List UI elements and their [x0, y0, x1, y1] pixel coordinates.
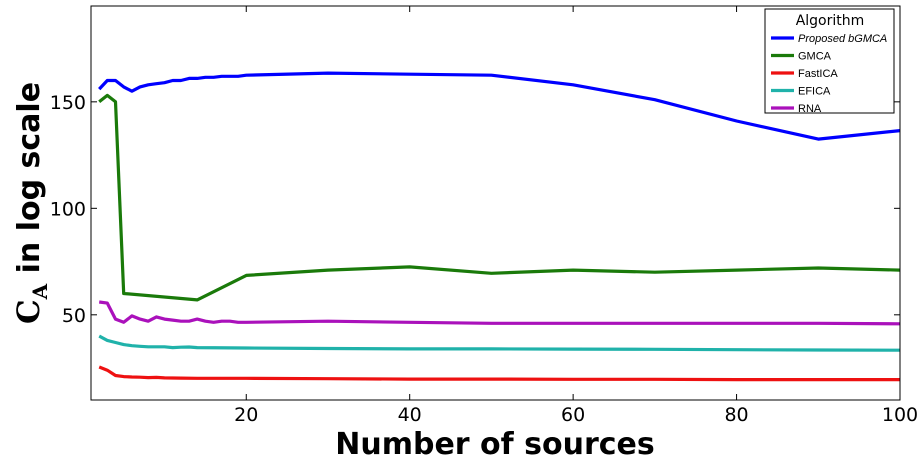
x-tick-label: 20: [234, 404, 258, 426]
x-tick-label: 80: [724, 404, 748, 426]
legend-label-1: GMCA: [798, 51, 832, 63]
y-tick-label: 100: [50, 198, 86, 220]
plot-frame: [90, 5, 901, 401]
svg-text:CA in log scale: CA in log scale: [11, 82, 52, 324]
legend-label-0: Proposed bGMCA: [798, 33, 887, 45]
legend-box: [764, 8, 895, 114]
y-axis-label: CA in log scale: [11, 82, 52, 324]
series-line-3: [98, 334, 901, 352]
series-line-0: [98, 71, 901, 141]
series-layer: [98, 71, 901, 382]
legend-entries: Proposed bGMCA GMCA FastICA EFICA RNA: [771, 33, 887, 115]
y-tick-label: 150: [50, 92, 86, 114]
ticks-layer: 20 40 60 80 100 50 100 150: [50, 6, 917, 426]
legend-label-4: RNA: [798, 103, 822, 115]
series-line-2: [98, 365, 900, 382]
y-axis-label-rest: in log scale: [12, 82, 47, 284]
legend: Algorithm Proposed bGMCA GMCA FastICA EFICA…: [764, 8, 895, 115]
series-line-4: [98, 300, 901, 326]
x-tick-label: 100: [882, 404, 917, 426]
y-tick-label: 50: [62, 305, 86, 327]
y-axis-label-subscript: A: [28, 283, 52, 300]
y-axis-label-symbol: C: [11, 299, 47, 324]
series-line-1: [98, 93, 901, 302]
legend-label-3: EFICA: [798, 86, 831, 98]
legend-title: Algorithm: [796, 13, 865, 29]
legend-label-2: FastICA: [798, 68, 838, 80]
x-tick-label: 40: [398, 404, 422, 426]
x-axis-label: Number of sources: [335, 427, 655, 461]
x-tick-label: 60: [561, 404, 585, 426]
